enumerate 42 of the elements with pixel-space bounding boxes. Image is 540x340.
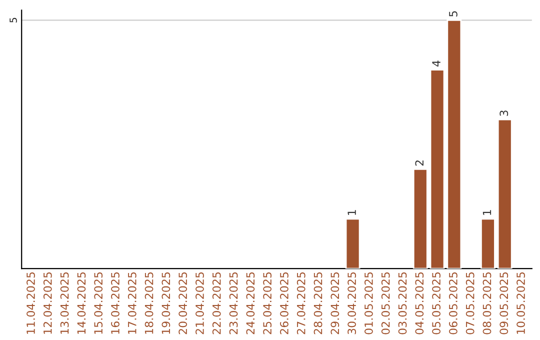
x-tick-label: 02.05.2025 xyxy=(381,272,390,334)
x-tick-label: 06.05.2025 xyxy=(448,272,458,334)
bar xyxy=(446,19,462,269)
x-tick-label: 21.04.2025 xyxy=(196,272,204,334)
x-tick-label: 13.04.2025 xyxy=(60,272,69,334)
bar xyxy=(412,168,428,269)
data-label: 1 xyxy=(348,210,356,215)
data-label: 2 xyxy=(415,160,424,166)
bar xyxy=(430,69,445,269)
x-tick-label: 30.04.2025 xyxy=(348,272,356,334)
x-tick-label: 25.04.2025 xyxy=(263,272,272,334)
x-tick-label: 20.04.2025 xyxy=(178,272,188,334)
x-tick-label: 14.04.2025 xyxy=(77,272,86,334)
bar xyxy=(480,218,496,269)
x-tick-label: 08.05.2025 xyxy=(482,272,492,334)
data-label: 5 xyxy=(449,11,458,17)
x-tick-label: 07.05.2025 xyxy=(466,272,474,334)
bar xyxy=(497,118,512,269)
x-tick-label: 16.04.2025 xyxy=(111,272,120,334)
x-tick-label: 17.04.2025 xyxy=(128,272,136,334)
x-tick-label: 18.04.2025 xyxy=(144,272,154,334)
x-tick-label: 11.04.2025 xyxy=(26,272,35,334)
data-label: 1 xyxy=(482,210,492,215)
x-tick-label: 09.05.2025 xyxy=(500,272,508,334)
x-tick-label: 29.04.2025 xyxy=(330,272,340,334)
x-tick-label: 04.05.2025 xyxy=(415,272,424,334)
x-tick-label: 22.04.2025 xyxy=(212,272,221,334)
x-tick-label: 05.05.2025 xyxy=(432,272,440,334)
data-label: 3 xyxy=(500,110,508,116)
x-tick-label: 10.05.2025 xyxy=(516,272,525,334)
x-tick-label: 19.04.2025 xyxy=(162,272,170,334)
bar xyxy=(345,218,360,269)
x-tick-label: 03.05.2025 xyxy=(398,272,407,334)
x-tick-label: 23.04.2025 xyxy=(229,272,238,334)
x-tick-label: 24.04.2025 xyxy=(246,272,255,334)
x-tick-label: 27.04.2025 xyxy=(296,272,306,334)
x-tick-label: 15.04.2025 xyxy=(94,272,103,334)
x-tick-label: 12.04.2025 xyxy=(43,272,52,334)
x-tick-label: 01.05.2025 xyxy=(364,272,373,334)
x-tick-label: 28.04.2025 xyxy=(314,272,322,334)
data-label: 4 xyxy=(432,60,440,67)
x-tick-label: 26.04.2025 xyxy=(280,272,288,334)
